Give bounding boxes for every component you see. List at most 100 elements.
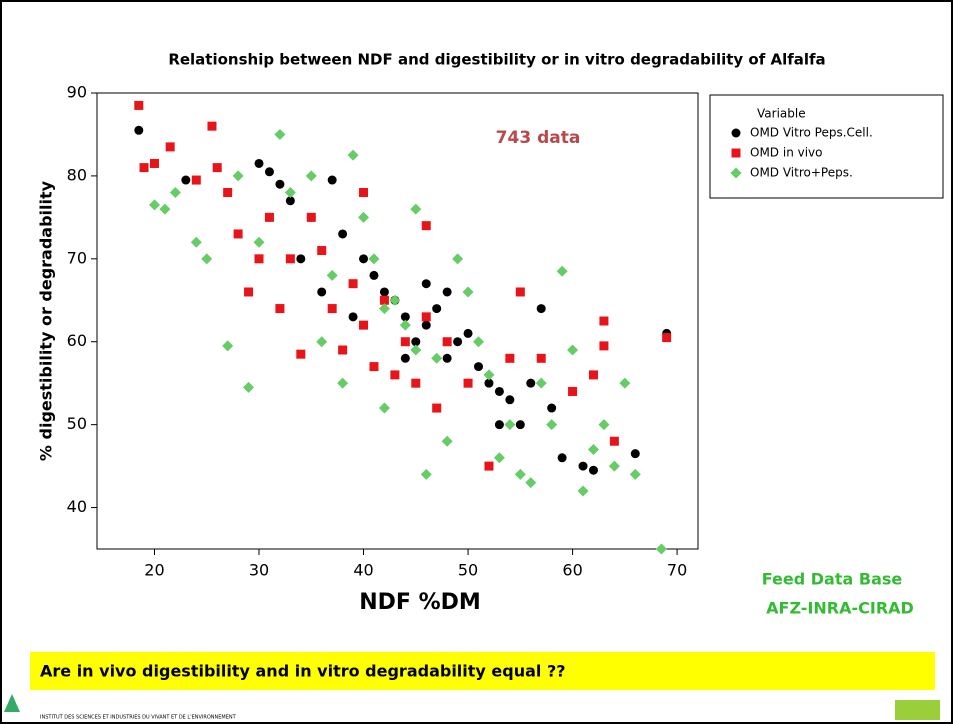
point xyxy=(619,377,631,389)
legend-marker xyxy=(730,167,742,179)
point xyxy=(207,121,217,131)
logo-mark xyxy=(4,694,20,712)
point xyxy=(233,229,243,239)
point xyxy=(556,265,568,277)
point xyxy=(599,341,609,351)
point xyxy=(169,186,181,198)
point xyxy=(148,199,160,211)
point xyxy=(463,328,473,338)
point xyxy=(275,304,285,314)
point xyxy=(432,304,442,314)
point xyxy=(369,362,379,372)
point xyxy=(284,186,296,198)
inra-logo xyxy=(895,700,940,720)
point xyxy=(285,254,295,264)
point xyxy=(359,187,369,197)
point xyxy=(567,344,579,356)
point xyxy=(400,312,410,322)
point xyxy=(389,294,401,306)
y-tick-label: 80 xyxy=(67,165,87,184)
y-tick-label: 40 xyxy=(67,497,87,516)
point xyxy=(165,142,175,152)
point xyxy=(317,246,327,256)
point xyxy=(223,187,233,197)
point xyxy=(254,254,264,264)
point xyxy=(442,287,452,297)
point xyxy=(222,340,234,352)
legend-marker xyxy=(731,128,741,138)
legend-box xyxy=(709,94,944,199)
point xyxy=(484,461,494,471)
point xyxy=(316,336,328,348)
point xyxy=(578,461,588,471)
point xyxy=(629,468,641,480)
annotation: 743 data xyxy=(496,128,581,148)
question-banner xyxy=(30,652,935,690)
point xyxy=(483,369,495,381)
point xyxy=(212,163,222,173)
point xyxy=(493,452,505,464)
point xyxy=(338,229,348,239)
point xyxy=(306,212,316,222)
x-tick-label: 70 xyxy=(667,561,687,580)
y-tick-label: 60 xyxy=(67,331,87,350)
point xyxy=(327,175,337,185)
point xyxy=(379,287,389,297)
legend-label: OMD Vitro Peps.Cell. xyxy=(750,126,873,140)
point xyxy=(442,337,452,347)
point xyxy=(421,279,431,289)
x-tick-label: 20 xyxy=(144,561,164,580)
point xyxy=(588,370,598,380)
point xyxy=(411,378,421,388)
point xyxy=(505,353,515,363)
point xyxy=(134,100,144,110)
x-tick-label: 30 xyxy=(249,561,269,580)
legend-label: OMD in vivo xyxy=(750,146,823,160)
point xyxy=(379,295,389,305)
point xyxy=(181,175,191,185)
point xyxy=(546,419,558,431)
point xyxy=(421,312,431,322)
point xyxy=(577,485,589,497)
point xyxy=(390,370,400,380)
point xyxy=(327,304,337,314)
point xyxy=(337,377,349,389)
point xyxy=(587,444,599,456)
point xyxy=(609,436,619,446)
institute: INSTITUT DES SCIENCES ET INDUSTRIES DU V… xyxy=(40,715,237,721)
point xyxy=(134,125,144,135)
point xyxy=(494,420,504,430)
point xyxy=(201,253,213,265)
point xyxy=(504,419,516,431)
point xyxy=(441,435,453,447)
point xyxy=(420,468,432,480)
point xyxy=(515,420,525,430)
point xyxy=(536,304,546,314)
source-note: Feed Data Base xyxy=(762,570,903,589)
point xyxy=(474,362,484,372)
point xyxy=(421,320,431,330)
point xyxy=(296,349,306,359)
y-tick-label: 70 xyxy=(67,248,87,267)
point xyxy=(452,253,464,265)
point xyxy=(400,337,410,347)
point xyxy=(557,453,567,463)
point xyxy=(378,303,390,315)
point xyxy=(514,468,526,480)
point xyxy=(244,287,254,297)
point xyxy=(159,203,171,215)
point xyxy=(608,460,620,472)
point xyxy=(191,175,201,185)
point xyxy=(232,170,244,182)
x-tick-label: 40 xyxy=(353,561,373,580)
point xyxy=(655,543,667,555)
point xyxy=(243,381,255,393)
y-axis-label: % digestibility or degradability xyxy=(37,180,56,461)
plot-frame xyxy=(96,92,699,550)
point xyxy=(410,203,422,215)
chart-title: Relationship between NDF and digestibili… xyxy=(168,51,825,69)
point xyxy=(305,170,317,182)
point xyxy=(568,386,578,396)
point xyxy=(149,158,159,168)
point xyxy=(338,345,348,355)
